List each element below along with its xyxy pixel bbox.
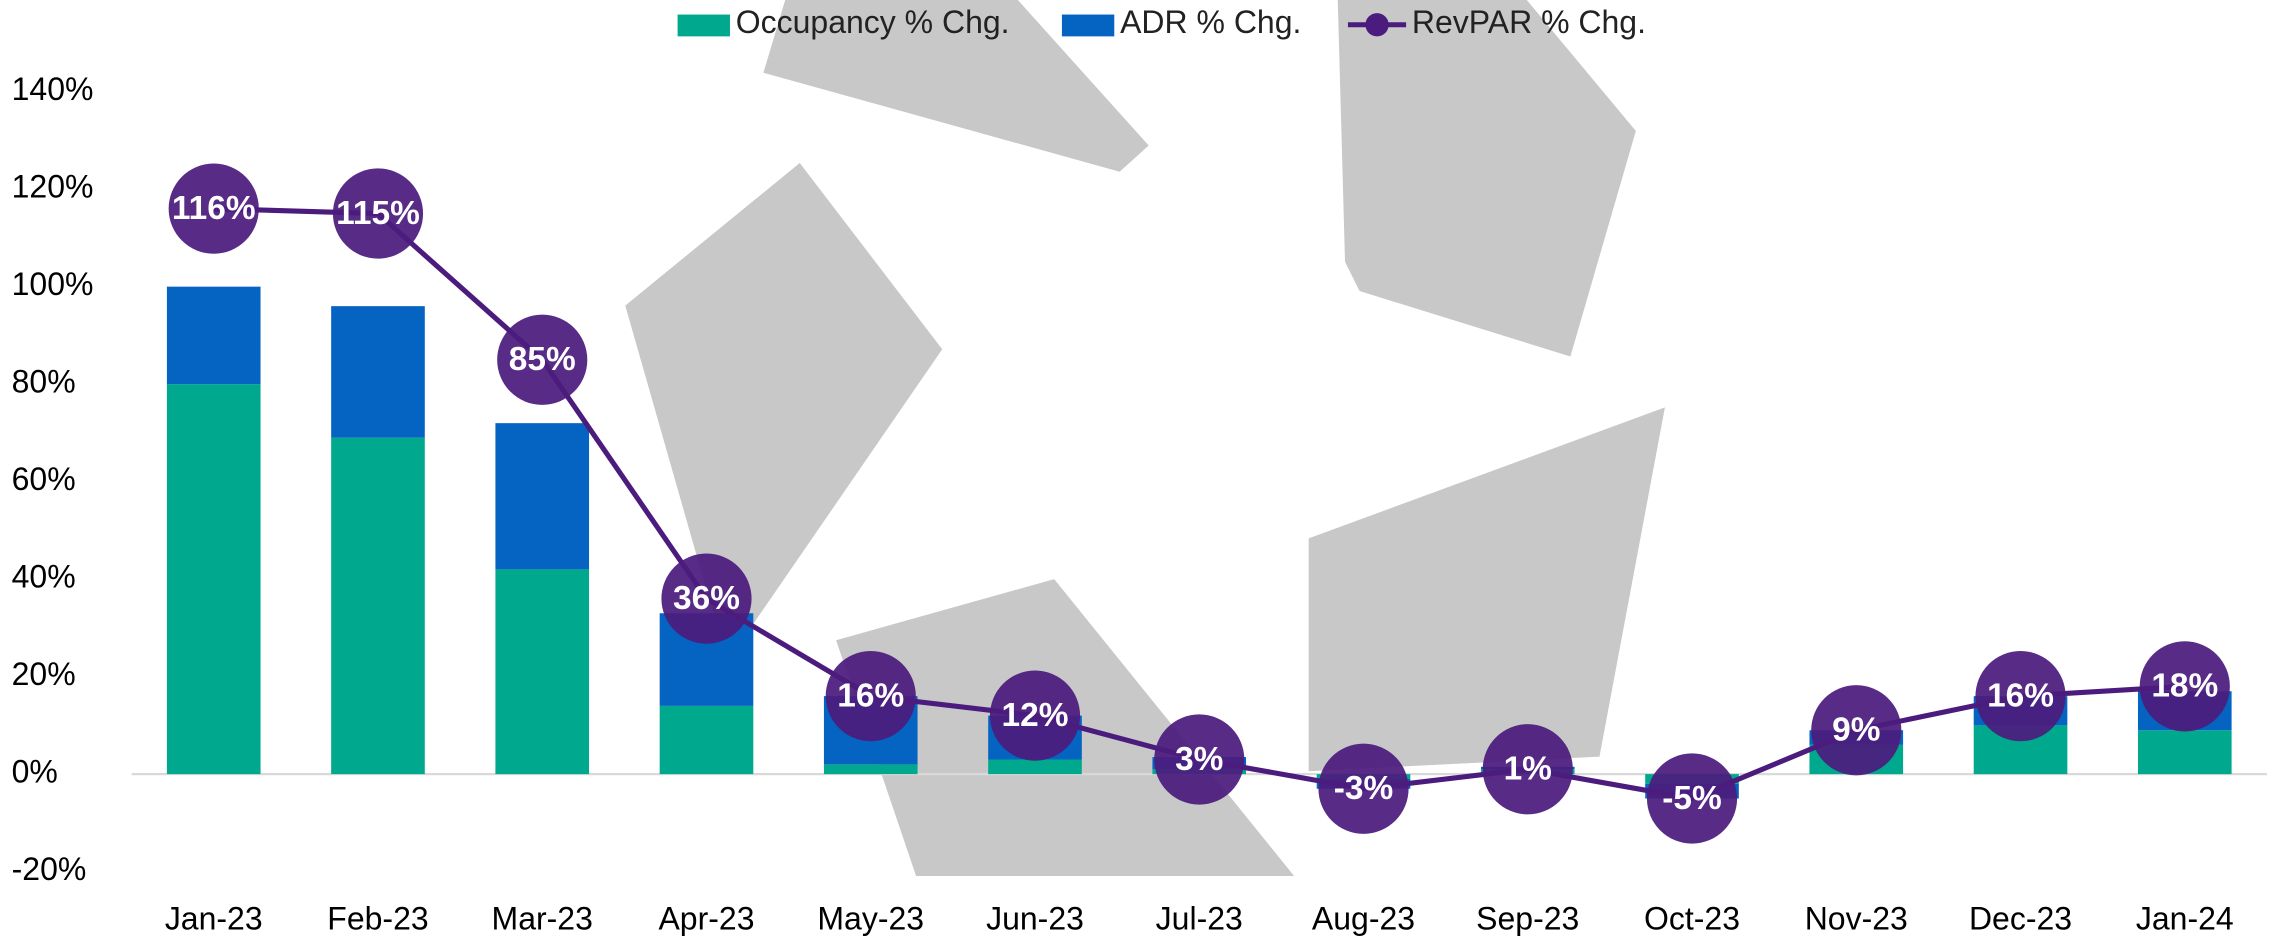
x-tick-label: Mar-23 <box>492 901 593 937</box>
y-tick-label: 140% <box>12 71 94 107</box>
y-tick-label: 60% <box>12 461 76 497</box>
marker <box>989 670 1081 761</box>
data-label: 1% <box>1504 751 1552 788</box>
bar <box>166 384 261 775</box>
x-tick-label: Jun-23 <box>986 901 1084 937</box>
x-tick-label: Oct-23 <box>1644 901 1740 937</box>
bar <box>331 306 425 438</box>
bar <box>331 437 425 775</box>
bar <box>823 764 918 775</box>
marker <box>332 168 424 259</box>
legend-label: RevPAR % Chg. <box>1412 4 1646 40</box>
legend-item: RevPAR % Chg. <box>1347 4 1646 40</box>
marker <box>1154 714 1245 805</box>
legend-item: ADR % Chg. <box>1061 4 1301 40</box>
y-tick-label: 40% <box>12 559 76 595</box>
data-label: 116% <box>172 190 256 227</box>
data-label: 9% <box>1832 712 1880 749</box>
data-label: -3% <box>1334 770 1393 807</box>
legend-swatch <box>677 14 730 37</box>
legend-swatch <box>1061 14 1115 37</box>
marker <box>1646 753 1738 844</box>
marker <box>1318 743 1409 834</box>
data-label: -5% <box>1662 780 1721 817</box>
data-label: 12% <box>1002 697 1069 734</box>
x-tick-label: Feb-23 <box>327 901 428 937</box>
y-tick-label: 80% <box>12 364 76 400</box>
y-tick-label: -20% <box>12 851 87 887</box>
bar <box>495 569 590 775</box>
data-label: 36% <box>673 580 740 617</box>
x-tick-label: Jul-23 <box>1156 901 1243 937</box>
data-label: 16% <box>1987 677 2054 714</box>
y-tick-label: 120% <box>12 169 94 205</box>
legend-label: ADR % Chg. <box>1120 4 1301 40</box>
y-tick-label: 0% <box>12 754 58 790</box>
y-tick-label: 20% <box>12 656 76 692</box>
marker <box>661 553 752 644</box>
x-tick-label: Aug-23 <box>1312 901 1415 937</box>
bar <box>659 705 754 775</box>
x-tick-label: Nov-23 <box>1805 901 1908 937</box>
x-tick-label: Sep-23 <box>1476 901 1579 937</box>
marker <box>825 651 916 742</box>
data-label: 3% <box>1175 741 1223 778</box>
marker <box>1975 651 2066 742</box>
legend-item: Occupancy % Chg. <box>677 4 1010 40</box>
marker <box>1482 724 1573 815</box>
x-tick-label: May-23 <box>817 901 924 937</box>
data-label: 85% <box>509 341 576 378</box>
x-tick-label: Apr-23 <box>658 901 754 937</box>
marker <box>1811 685 1902 776</box>
legend-label: Occupancy % Chg. <box>736 4 1010 40</box>
data-label: 18% <box>2151 668 2218 705</box>
x-tick-label: Jan-24 <box>2136 901 2234 937</box>
y-tick-label: 100% <box>12 266 94 302</box>
marker <box>168 163 259 254</box>
watermark <box>625 0 1665 876</box>
data-label: 115% <box>336 195 420 232</box>
plot-area: -20% 0% 20% 40% 60% 80% 100% 120% 140% Jan-23 Feb-… <box>12 4 2267 937</box>
legend-swatch <box>1365 13 1389 37</box>
marker <box>2139 641 2230 732</box>
bar <box>988 759 1082 775</box>
bar <box>166 286 261 385</box>
x-tick-label: Jan-23 <box>165 901 263 937</box>
data-label: 16% <box>837 677 904 714</box>
bar <box>2137 730 2232 775</box>
marker <box>497 314 588 405</box>
bar <box>495 423 590 570</box>
x-tick-label: Dec-23 <box>1969 901 2072 937</box>
